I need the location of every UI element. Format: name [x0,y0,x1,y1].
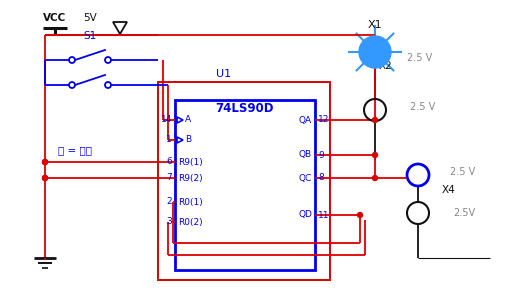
Text: X4: X4 [442,185,456,195]
Text: 14: 14 [160,116,172,124]
Text: A: A [185,116,191,124]
Text: R9(1): R9(1) [178,157,203,167]
Text: 2.5 V: 2.5 V [450,167,475,177]
Text: 2.5 V: 2.5 V [407,53,432,63]
Text: 5V: 5V [83,13,97,23]
Text: QA: QA [299,116,312,124]
Text: S1: S1 [83,31,96,41]
Circle shape [357,213,363,217]
Circle shape [43,160,47,164]
Circle shape [43,175,47,181]
Text: X2: X2 [379,61,393,71]
Text: 12: 12 [318,116,329,124]
Text: 键 = 空格: 键 = 空格 [58,145,92,155]
Text: X1: X1 [368,20,382,30]
Bar [175,100,315,270]
Text: 1: 1 [166,135,172,145]
Text: 2.5V: 2.5V [453,208,475,218]
Text: 2: 2 [166,198,172,206]
Text: 7: 7 [166,174,172,182]
Bar [158,82,330,280]
Text: U1: U1 [216,69,231,79]
Text: R0(1): R0(1) [178,198,203,206]
Text: 6: 6 [166,157,172,167]
Circle shape [43,160,47,164]
Circle shape [373,152,378,157]
Text: 9: 9 [318,150,324,160]
Text: B: B [185,135,191,145]
Text: QB: QB [299,150,312,160]
Text: 2.5 V: 2.5 V [410,102,435,112]
Circle shape [43,175,47,181]
Text: 8: 8 [318,174,324,182]
Circle shape [373,117,378,123]
Circle shape [359,36,391,68]
Text: 74LS90D: 74LS90D [216,102,274,114]
Text: VCC: VCC [43,13,67,23]
Text: R9(2): R9(2) [178,174,203,182]
Text: QC: QC [299,174,312,182]
Text: 11: 11 [318,210,329,220]
Circle shape [373,175,378,181]
Text: 3: 3 [166,217,172,227]
Text: R0(2): R0(2) [178,217,203,227]
Text: QD: QD [298,210,312,220]
